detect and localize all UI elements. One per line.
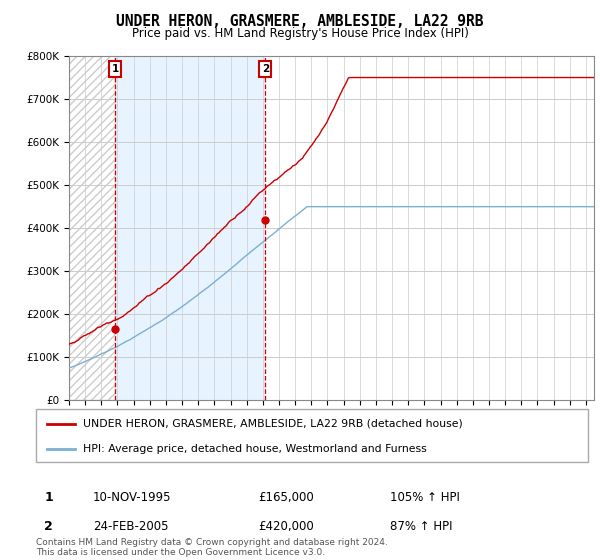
Text: 1: 1 <box>112 64 119 74</box>
Bar <box>265 56 594 400</box>
Bar <box>69 56 115 400</box>
Text: 2: 2 <box>262 64 269 74</box>
Text: UNDER HERON, GRASMERE, AMBLESIDE, LA22 9RB (detached house): UNDER HERON, GRASMERE, AMBLESIDE, LA22 9… <box>83 419 463 429</box>
Text: HPI: Average price, detached house, Westmorland and Furness: HPI: Average price, detached house, West… <box>83 444 427 454</box>
Text: 10-NOV-1995: 10-NOV-1995 <box>93 491 172 504</box>
Text: Price paid vs. HM Land Registry's House Price Index (HPI): Price paid vs. HM Land Registry's House … <box>131 27 469 40</box>
Text: 105% ↑ HPI: 105% ↑ HPI <box>390 491 460 504</box>
Text: £165,000: £165,000 <box>258 491 314 504</box>
Text: 2: 2 <box>44 520 53 533</box>
Text: £420,000: £420,000 <box>258 520 314 533</box>
Bar <box>115 56 265 400</box>
Bar <box>69 56 115 400</box>
Text: 24-FEB-2005: 24-FEB-2005 <box>93 520 169 533</box>
Text: 87% ↑ HPI: 87% ↑ HPI <box>390 520 452 533</box>
Text: 1: 1 <box>44 491 53 504</box>
Text: UNDER HERON, GRASMERE, AMBLESIDE, LA22 9RB: UNDER HERON, GRASMERE, AMBLESIDE, LA22 9… <box>116 14 484 29</box>
Text: Contains HM Land Registry data © Crown copyright and database right 2024.
This d: Contains HM Land Registry data © Crown c… <box>36 538 388 557</box>
